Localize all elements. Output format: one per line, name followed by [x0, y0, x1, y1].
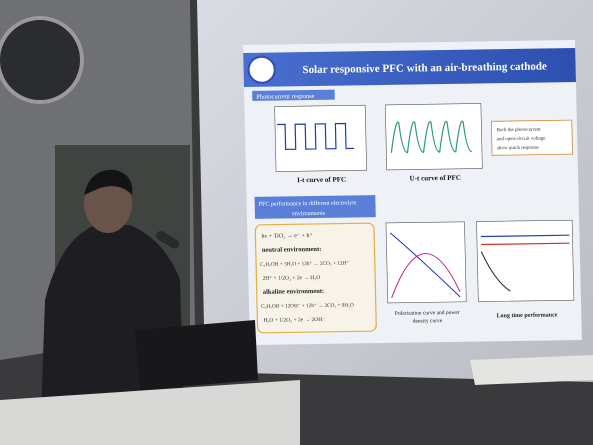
laptop	[135, 320, 258, 390]
section-title: PFC performance in different electrolyte	[259, 199, 357, 207]
polarization-curve	[389, 232, 461, 298]
desk-right	[470, 355, 593, 385]
equation: 2H⁺ + 1/2O₂ + 2e → H₂O	[262, 274, 320, 282]
title-bar	[243, 48, 576, 87]
trace	[480, 234, 570, 238]
microphone	[156, 231, 180, 249]
section-title: environments	[292, 211, 326, 217]
trace	[480, 251, 511, 292]
chart-caption: Polarization curve and power	[395, 310, 460, 317]
equation: C₂H₅OH + 12OH⁻ + 12h⁺ → 2CO₂ + 9H₂O	[261, 302, 354, 309]
equation: hν + TiO₂ → e⁻ + h⁺	[261, 232, 312, 240]
section-title: Photocurrent response	[256, 93, 315, 101]
desk	[0, 380, 300, 445]
round-window	[0, 16, 84, 104]
logo	[247, 55, 276, 84]
slide: Solar responsive PFC with an air-breathi…	[243, 40, 582, 345]
photocurrent-trace	[277, 122, 355, 151]
chart-frame	[274, 104, 367, 172]
chart-caption: density curve	[413, 318, 443, 324]
equation-box	[254, 222, 377, 334]
callout-box	[490, 119, 573, 156]
callout-line: Both the photocurrent	[497, 128, 542, 134]
equation-heading: neutral environment:	[262, 246, 322, 254]
equation: C₂H₅OH + 3H₂O + 12h⁺ → 2CO₂ + 12H⁺	[260, 261, 349, 268]
slide-title: Solar responsive PFC with an air-breathi…	[302, 61, 547, 77]
section-label	[252, 89, 335, 101]
callout-line: show quick response	[497, 146, 540, 152]
chart-caption: Long time performance	[496, 312, 557, 319]
chart-frame	[385, 221, 467, 304]
chart-frame	[384, 103, 483, 171]
power-curve	[391, 253, 461, 299]
chart-frame	[476, 219, 575, 302]
callout-line: and open-circuit voltage	[497, 137, 547, 143]
section-label	[254, 195, 376, 219]
trace	[481, 242, 570, 246]
chart-caption: U-t curve of PFC	[409, 174, 461, 183]
presenter-body	[40, 225, 185, 445]
equation: H₂O + 1/2O₂ + 2e → 2OH⁻	[263, 317, 325, 324]
presenter-hair	[84, 169, 133, 195]
equation-heading: alkaline environment:	[263, 288, 325, 296]
chart-caption: I-t curve of PFC	[297, 176, 346, 185]
voltage-trace	[390, 120, 473, 154]
